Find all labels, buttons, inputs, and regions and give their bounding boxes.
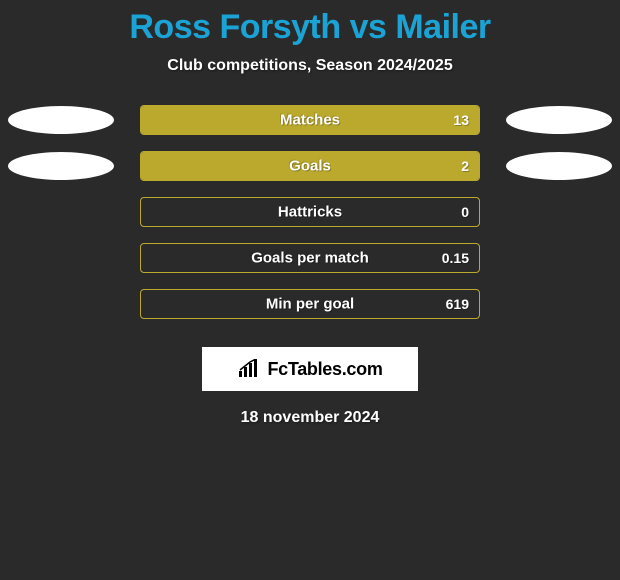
- stat-rows: Matches 13 Goals 2 Hattricks 0 Goals per match…: [0, 105, 620, 319]
- stat-row: Min per goal 619: [0, 289, 620, 319]
- stat-value: 619: [446, 296, 469, 312]
- stat-bar-track: Goals 2: [140, 151, 480, 181]
- source-logo: FcTables.com: [202, 347, 418, 391]
- stat-label: Matches: [280, 112, 340, 129]
- stat-label: Goals per match: [251, 250, 369, 267]
- stat-row: Matches 13: [0, 105, 620, 135]
- stat-value: 13: [453, 112, 469, 128]
- stat-row: Goals per match 0.15: [0, 243, 620, 273]
- chart-icon: [237, 359, 261, 379]
- stat-row: Goals 2: [0, 151, 620, 181]
- player-ellipse-left: [8, 152, 114, 180]
- stat-bar-track: Goals per match 0.15: [140, 243, 480, 273]
- stat-value: 0: [461, 204, 469, 220]
- date-label: 18 november 2024: [0, 409, 620, 427]
- stat-value: 0.15: [442, 250, 469, 266]
- stat-label: Goals: [289, 158, 331, 175]
- stat-row: Hattricks 0: [0, 197, 620, 227]
- page-title: Ross Forsyth vs Mailer: [0, 0, 620, 47]
- logo-text: FcTables.com: [267, 359, 382, 380]
- stat-bar-track: Hattricks 0: [140, 197, 480, 227]
- player-ellipse-right: [506, 106, 612, 134]
- player-ellipse-right: [506, 152, 612, 180]
- stat-value: 2: [461, 158, 469, 174]
- stat-label: Hattricks: [278, 204, 342, 221]
- subtitle: Club competitions, Season 2024/2025: [0, 57, 620, 75]
- stat-label: Min per goal: [266, 296, 354, 313]
- stat-bar-track: Matches 13: [140, 105, 480, 135]
- stat-bar-track: Min per goal 619: [140, 289, 480, 319]
- player-ellipse-left: [8, 106, 114, 134]
- stats-comparison-card: Ross Forsyth vs Mailer Club competitions…: [0, 0, 620, 580]
